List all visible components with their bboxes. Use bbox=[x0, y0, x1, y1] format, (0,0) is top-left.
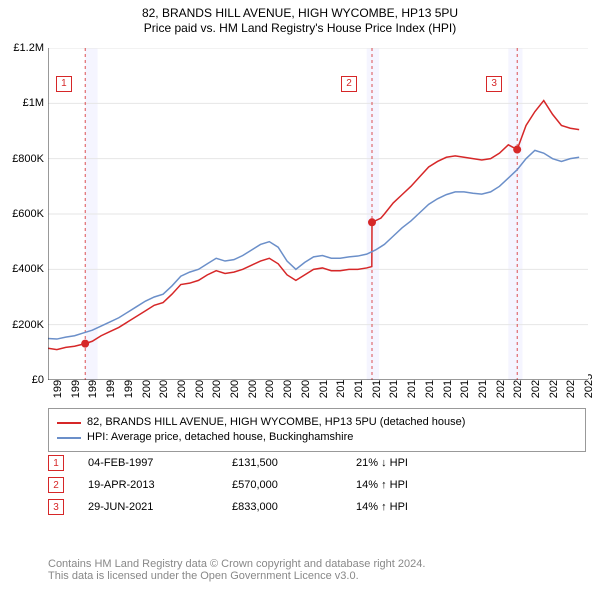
sale-marker-box: 1 bbox=[56, 76, 72, 92]
sale-number-box: 2 bbox=[48, 477, 64, 493]
sales-table: 1 04-FEB-1997 £131,500 21% ↓ HPI 2 19-APR-201… bbox=[48, 452, 408, 518]
sale-delta: 14% ↑ HPI bbox=[356, 479, 408, 491]
sale-price: £131,500 bbox=[232, 457, 332, 469]
sale-delta: 21% ↓ HPI bbox=[356, 457, 408, 469]
sale-number-box: 1 bbox=[48, 455, 64, 471]
sales-row: 1 04-FEB-1997 £131,500 21% ↓ HPI bbox=[48, 452, 408, 474]
y-tick-label: £600K bbox=[0, 208, 44, 220]
footer-line-2: This data is licensed under the Open Gov… bbox=[48, 570, 425, 582]
plot-area bbox=[48, 48, 588, 380]
legend-swatch bbox=[57, 422, 81, 424]
sale-price: £570,000 bbox=[232, 479, 332, 491]
legend-label: HPI: Average price, detached house, Buck… bbox=[87, 430, 353, 445]
footer-line-1: Contains HM Land Registry data © Crown c… bbox=[48, 558, 425, 570]
sale-marker-box: 3 bbox=[486, 76, 502, 92]
legend-row: 82, BRANDS HILL AVENUE, HIGH WYCOMBE, HP… bbox=[57, 415, 577, 430]
sale-date: 19-APR-2013 bbox=[88, 479, 208, 491]
sale-price: £833,000 bbox=[232, 501, 332, 513]
y-tick-label: £0 bbox=[0, 374, 44, 386]
sales-row: 2 19-APR-2013 £570,000 14% ↑ HPI bbox=[48, 474, 408, 496]
chart-subtitle: Price paid vs. HM Land Registry's House … bbox=[0, 20, 600, 35]
y-tick-label: £1.2M bbox=[0, 42, 44, 54]
legend: 82, BRANDS HILL AVENUE, HIGH WYCOMBE, HP… bbox=[48, 408, 586, 452]
sale-date: 29-JUN-2021 bbox=[88, 501, 208, 513]
legend-label: 82, BRANDS HILL AVENUE, HIGH WYCOMBE, HP… bbox=[87, 415, 465, 430]
sales-row: 3 29-JUN-2021 £833,000 14% ↑ HPI bbox=[48, 496, 408, 518]
y-tick-label: £200K bbox=[0, 319, 44, 331]
y-tick-label: £1M bbox=[0, 97, 44, 109]
y-tick-label: £800K bbox=[0, 153, 44, 165]
y-tick-label: £400K bbox=[0, 263, 44, 275]
sale-delta: 14% ↑ HPI bbox=[356, 501, 408, 513]
chart-title: 82, BRANDS HILL AVENUE, HIGH WYCOMBE, HP… bbox=[0, 0, 600, 20]
legend-row: HPI: Average price, detached house, Buck… bbox=[57, 430, 577, 445]
sale-date: 04-FEB-1997 bbox=[88, 457, 208, 469]
legend-swatch bbox=[57, 437, 81, 439]
sale-number-box: 3 bbox=[48, 499, 64, 515]
footer: Contains HM Land Registry data © Crown c… bbox=[48, 558, 425, 582]
sale-marker-box: 2 bbox=[341, 76, 357, 92]
